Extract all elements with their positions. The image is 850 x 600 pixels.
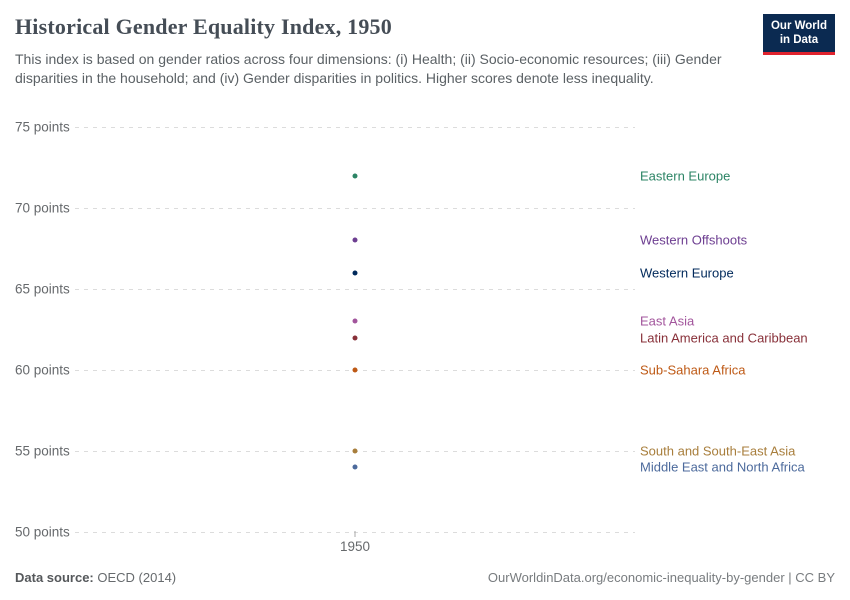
data-source: Data source: OECD (2014) [15,570,176,585]
gridline [75,208,635,209]
series-label[interactable]: Western Europe [640,265,734,281]
series-label[interactable]: East Asia [640,313,695,329]
series-label[interactable]: Western Offshoots [640,232,748,248]
data-point[interactable] [352,464,358,470]
y-tick-label: 65 points [15,281,70,297]
data-point[interactable] [352,448,358,454]
credit-link[interactable]: OurWorldinData.org/economic-inequality-b… [487,570,835,585]
series-label[interactable]: Sub-Sahara Africa [640,362,746,378]
y-tick-label: 75 points [15,119,70,135]
y-tick-label: 60 points [15,362,70,378]
data-point[interactable] [352,367,358,373]
series-label[interactable]: South and South-East Asia [640,443,796,459]
y-tick-label: 70 points [15,200,70,216]
data-point[interactable] [352,335,358,341]
owid-logo-line2: in Data [779,34,819,47]
page-title: Historical Gender Equality Index, 1950 [15,14,392,39]
gridline [75,289,635,290]
gridline [75,127,635,128]
x-axis-tick [354,531,356,537]
data-point[interactable] [352,270,358,276]
series-label[interactable]: Middle East and North Africa [640,459,805,475]
data-point[interactable] [352,318,358,324]
data-point[interactable] [352,173,358,179]
data-source-label: Data source: [15,570,94,585]
data-source-value: OECD (2014) [97,570,177,585]
chart-subtitle: This index is based on gender ratios acr… [15,51,722,87]
owid-logo: Our World in Data [762,14,835,55]
owid-logo-line1: Our World [770,20,827,32]
y-tick-label: 50 points [15,524,70,540]
y-tick-label: 55 points [15,443,70,459]
data-point[interactable] [352,237,358,243]
series-label[interactable]: Eastern Europe [640,168,731,184]
series-label[interactable]: Latin America and Caribbean [640,330,808,346]
x-tick-label: 1950 [339,539,371,554]
